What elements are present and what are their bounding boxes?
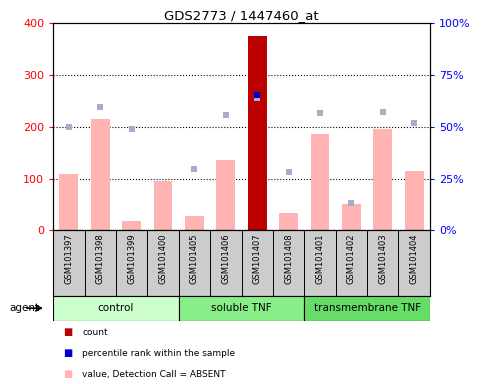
Text: GSM101403: GSM101403 bbox=[378, 233, 387, 284]
Bar bbox=[122, 221, 141, 230]
Bar bbox=[279, 213, 298, 230]
Text: soluble TNF: soluble TNF bbox=[211, 303, 272, 313]
Text: control: control bbox=[98, 303, 134, 313]
Bar bbox=[53, 296, 179, 321]
Bar bbox=[216, 161, 235, 230]
Text: GSM101406: GSM101406 bbox=[221, 233, 230, 284]
Text: GSM101404: GSM101404 bbox=[410, 233, 419, 284]
Bar bbox=[311, 134, 329, 230]
Bar bbox=[91, 119, 110, 230]
Bar bbox=[405, 171, 424, 230]
Text: GSM101405: GSM101405 bbox=[190, 233, 199, 284]
Bar bbox=[185, 216, 204, 230]
Bar bbox=[373, 129, 392, 230]
Text: ■: ■ bbox=[63, 369, 72, 379]
Text: GSM101407: GSM101407 bbox=[253, 233, 262, 284]
Bar bbox=[304, 296, 430, 321]
Text: percentile rank within the sample: percentile rank within the sample bbox=[82, 349, 235, 358]
Text: GSM101402: GSM101402 bbox=[347, 233, 356, 284]
Text: GSM101408: GSM101408 bbox=[284, 233, 293, 284]
Title: GDS2773 / 1447460_at: GDS2773 / 1447460_at bbox=[164, 9, 319, 22]
Text: GSM101399: GSM101399 bbox=[127, 233, 136, 284]
Bar bbox=[248, 36, 267, 230]
Text: agent: agent bbox=[10, 303, 40, 313]
Text: ■: ■ bbox=[63, 348, 72, 358]
Bar bbox=[154, 181, 172, 230]
Bar bbox=[59, 174, 78, 230]
Text: GSM101401: GSM101401 bbox=[315, 233, 325, 284]
Text: GSM101398: GSM101398 bbox=[96, 233, 105, 285]
Text: GSM101397: GSM101397 bbox=[64, 233, 73, 285]
Bar bbox=[342, 204, 361, 230]
Bar bbox=[179, 296, 304, 321]
Text: value, Detection Call = ABSENT: value, Detection Call = ABSENT bbox=[82, 370, 226, 379]
Text: count: count bbox=[82, 328, 108, 337]
Text: transmembrane TNF: transmembrane TNF bbox=[313, 303, 421, 313]
Text: GSM101400: GSM101400 bbox=[158, 233, 168, 284]
Text: ■: ■ bbox=[63, 327, 72, 337]
